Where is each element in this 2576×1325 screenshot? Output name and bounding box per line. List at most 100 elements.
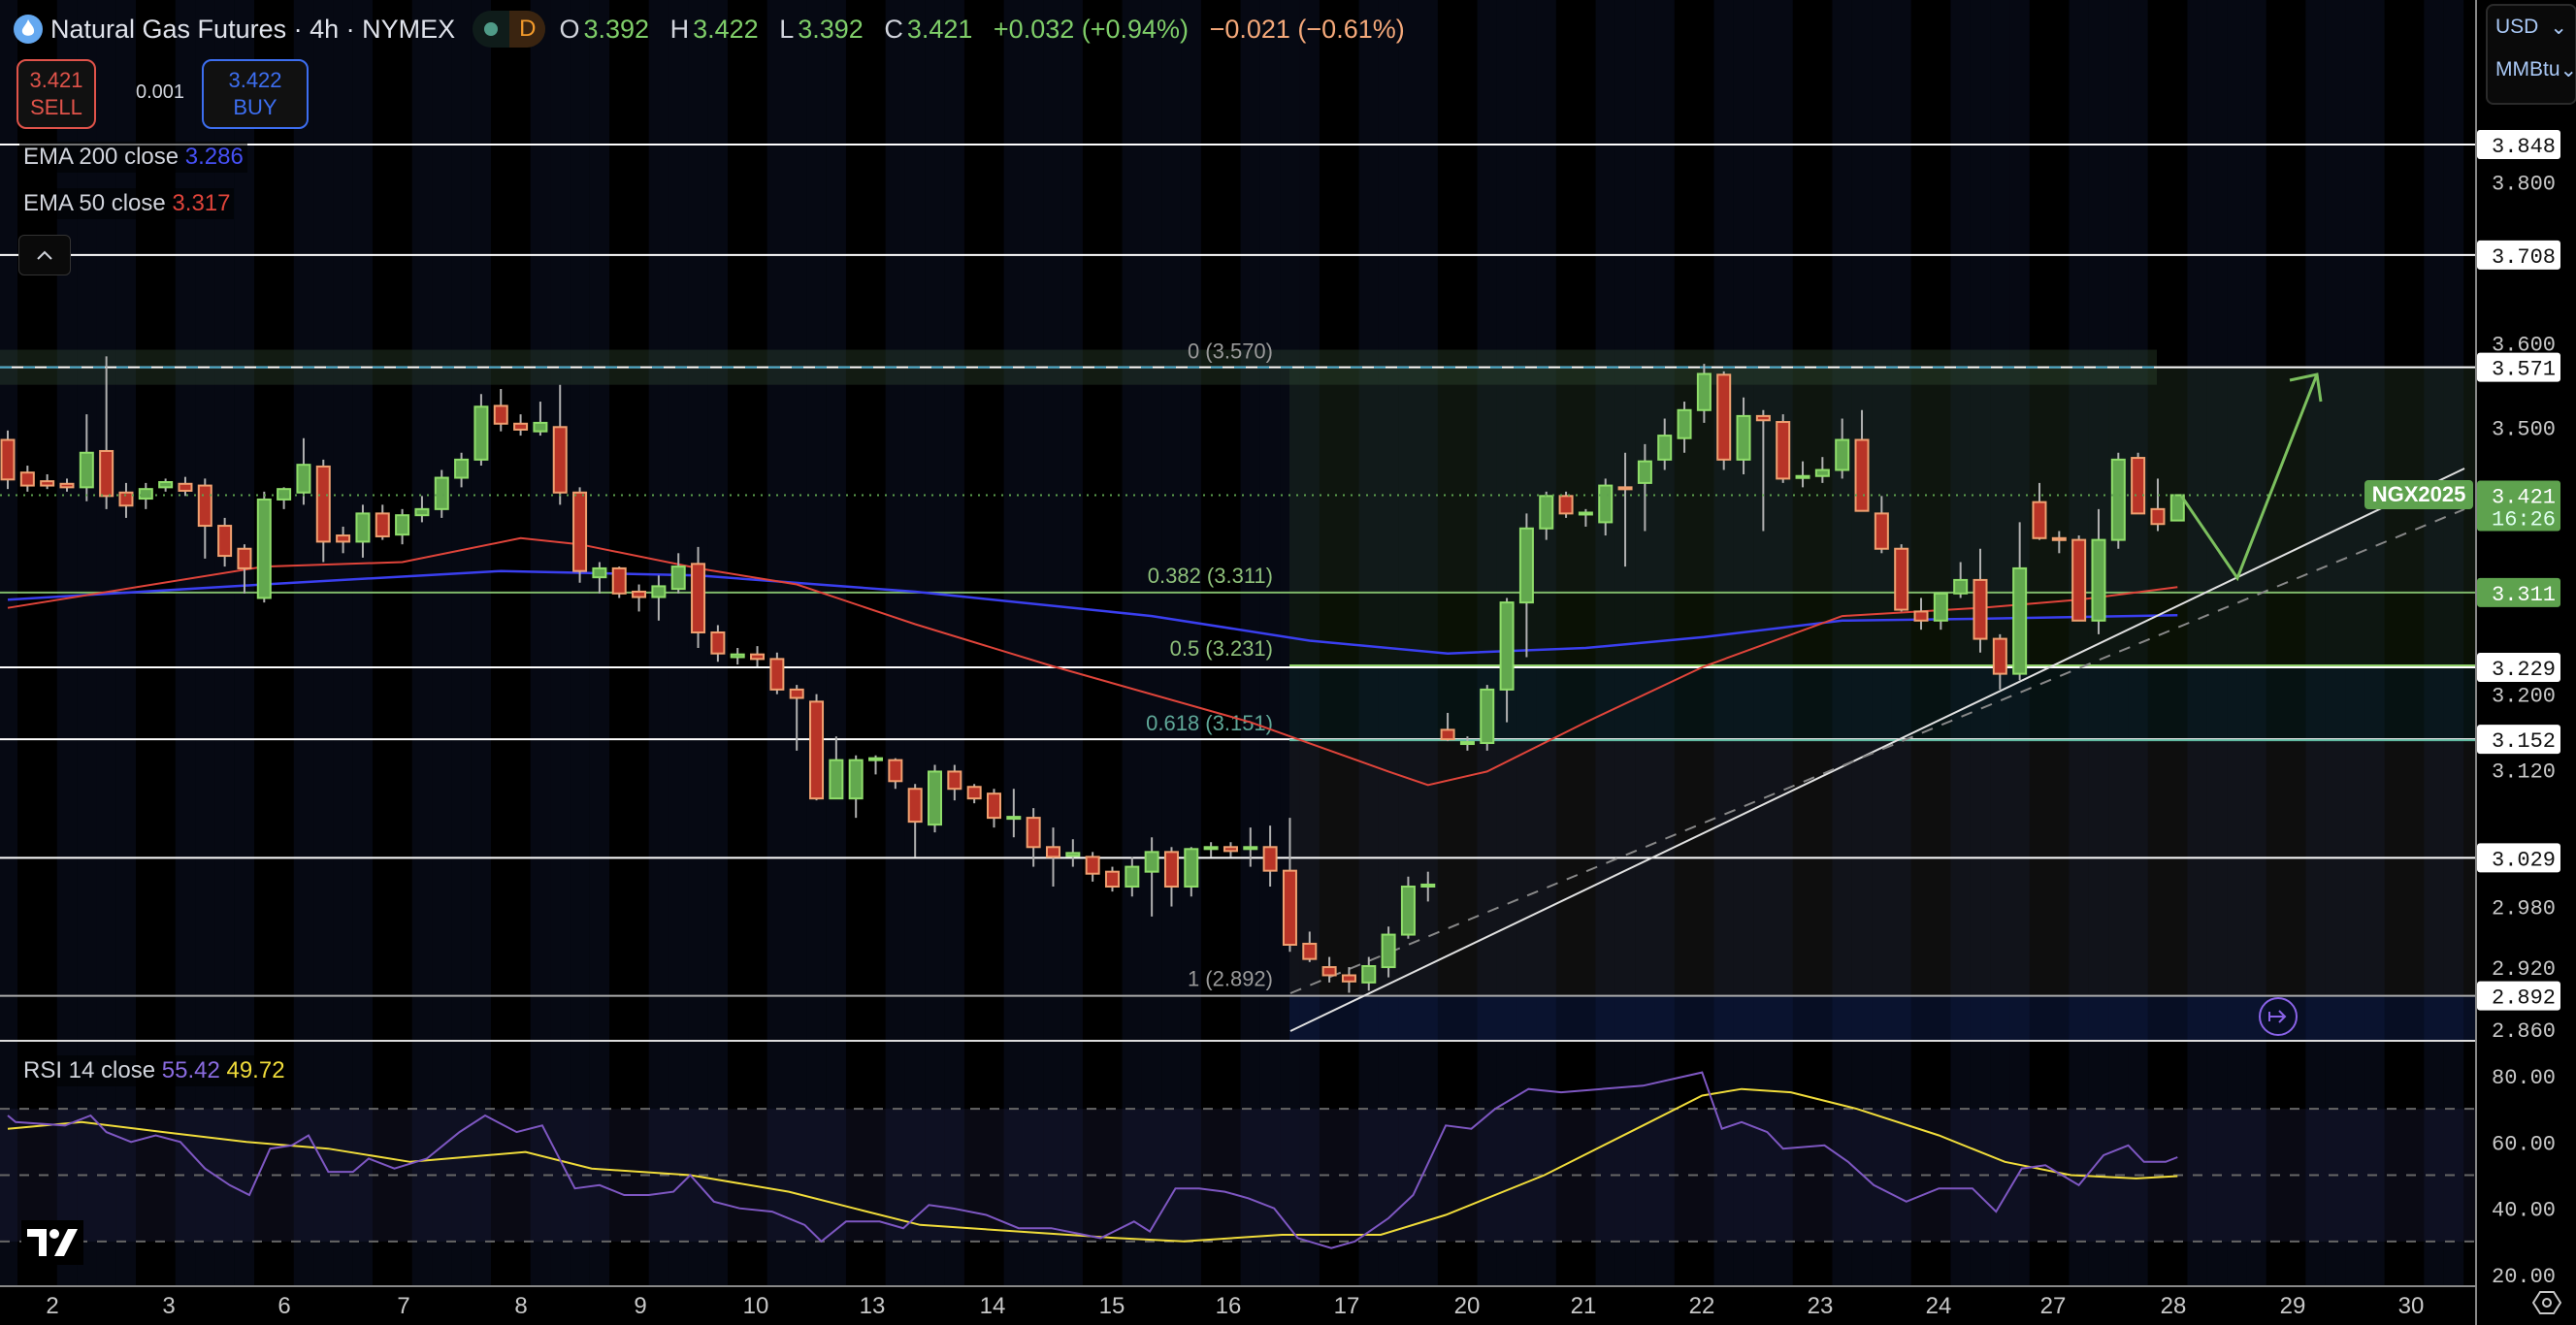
candle [178, 476, 193, 497]
time-tick-label: 13 [860, 1293, 886, 1319]
price-tick-label: 3.800 [2492, 173, 2556, 197]
fib-level-label: 1 (2.892) [1188, 967, 1273, 991]
candle-body [2150, 507, 2166, 526]
session-band [2325, 0, 2346, 1286]
session-band [1654, 0, 1675, 1286]
sell-label: SELL [30, 95, 82, 119]
candle-body [493, 404, 508, 425]
candle-body [1539, 495, 1554, 530]
session-band [629, 0, 649, 1286]
candle [1144, 837, 1159, 917]
session-band [1358, 0, 1379, 1286]
collapse-legend-button[interactable] [18, 235, 71, 275]
session-band [432, 0, 452, 1286]
axis-unit-selector[interactable]: USD ⌄ MMBtu ⌄ [2486, 4, 2576, 105]
candle-body [1144, 851, 1159, 873]
candle-body [572, 491, 588, 572]
candle [789, 685, 804, 751]
candle-body [2071, 538, 2087, 622]
session-band [214, 0, 235, 1286]
candle [928, 764, 943, 833]
unit-dropdown[interactable]: MMBtu ⌄ [2488, 48, 2576, 91]
candle-body [277, 488, 292, 501]
settings-gear-icon[interactable] [2531, 1290, 2562, 1320]
market-status[interactable]: D [473, 11, 546, 48]
price-tick-label: 2.920 [2492, 957, 2556, 982]
candle [493, 389, 508, 432]
chevron-up-icon [37, 250, 52, 260]
candle [1795, 461, 1810, 488]
candle [1125, 856, 1140, 897]
session-band [1161, 0, 1182, 1286]
open-value: 3.392 [583, 14, 650, 44]
rsi-signal-value: 49.72 [226, 1057, 285, 1083]
ema200-value: 3.286 [184, 144, 244, 170]
session-band [2168, 0, 2188, 1286]
candle-body [1006, 816, 1022, 821]
candle [277, 487, 292, 509]
candle-body [1184, 848, 1199, 888]
candle-body [1321, 966, 1337, 977]
candle-body [1558, 495, 1574, 515]
high-value: 3.422 [693, 14, 759, 44]
session-band [1240, 0, 1260, 1286]
candle-body [1104, 870, 1120, 888]
candle-body [1776, 421, 1791, 480]
candle-body [1736, 414, 1751, 461]
buy-button[interactable]: 3.422 BUY [202, 59, 309, 129]
candle-body [1163, 851, 1179, 888]
flame-icon [14, 15, 43, 44]
time-tick-label: 27 [2040, 1293, 2067, 1319]
session-band [2266, 0, 2287, 1286]
ema50-legend[interactable]: EMA 50 close 3.317 [19, 188, 235, 219]
candle [572, 487, 588, 583]
candle-body [848, 759, 864, 800]
time-tick-label: 2 [46, 1293, 58, 1319]
session-band [411, 0, 433, 1286]
projection-arrow [2180, 373, 2319, 582]
buy-label: BUY [233, 95, 277, 119]
session-band [2424, 0, 2444, 1286]
candle-body [907, 788, 923, 824]
symbol-header: Natural Gas Futures · 4h · NYMEX D O 3.39… [14, 10, 1409, 48]
candle [2150, 478, 2166, 532]
ohlc-readout: O 3.392 H 3.422 L 3.392 C 3.421 +0.032 (+0.9… [559, 15, 1408, 45]
open-label: O [559, 14, 580, 44]
sell-button[interactable]: 3.421 SELL [16, 59, 96, 129]
candle-body [1361, 965, 1377, 984]
candle [1736, 397, 1751, 474]
candle-body [769, 658, 785, 691]
candle [19, 466, 35, 492]
candle-body [1125, 865, 1140, 888]
symbol-title[interactable]: Natural Gas Futures · 4h · NYMEX [50, 14, 456, 44]
candle-body [217, 525, 233, 558]
currency-dropdown[interactable]: USD ⌄ [2488, 6, 2575, 48]
rsi-legend[interactable]: RSI 14 close 55.42 49.72 [19, 1055, 289, 1086]
rsi-tick-label: 20.00 [2492, 1265, 2556, 1289]
candle [1262, 825, 1278, 887]
candle-body [2032, 501, 2047, 539]
session-band [1555, 0, 1577, 1286]
tradingview-logo[interactable] [21, 1220, 83, 1265]
time-tick-label: 30 [2398, 1293, 2425, 1319]
candle-body [1065, 852, 1081, 857]
price-tick-label: 3.120 [2492, 759, 2556, 784]
session-band [115, 0, 137, 1286]
time-tick-label: 6 [277, 1293, 290, 1319]
session-band [865, 0, 886, 1286]
candle [868, 755, 884, 775]
session-band [56, 0, 78, 1286]
scroll-to-realtime-button[interactable] [2259, 997, 2298, 1036]
session-band [2227, 0, 2247, 1286]
ema200-legend[interactable]: EMA 200 close 3.286 [19, 142, 247, 173]
candle-body [454, 458, 470, 479]
candle-body [79, 451, 94, 489]
candle-body [1282, 869, 1297, 946]
candle [1085, 852, 1100, 882]
change-value: +0.032 (+0.94%) [993, 14, 1190, 44]
candle-body [1341, 974, 1356, 983]
time-tick-label: 14 [980, 1293, 1006, 1319]
session-band [2404, 0, 2425, 1286]
candle [1776, 414, 1791, 483]
